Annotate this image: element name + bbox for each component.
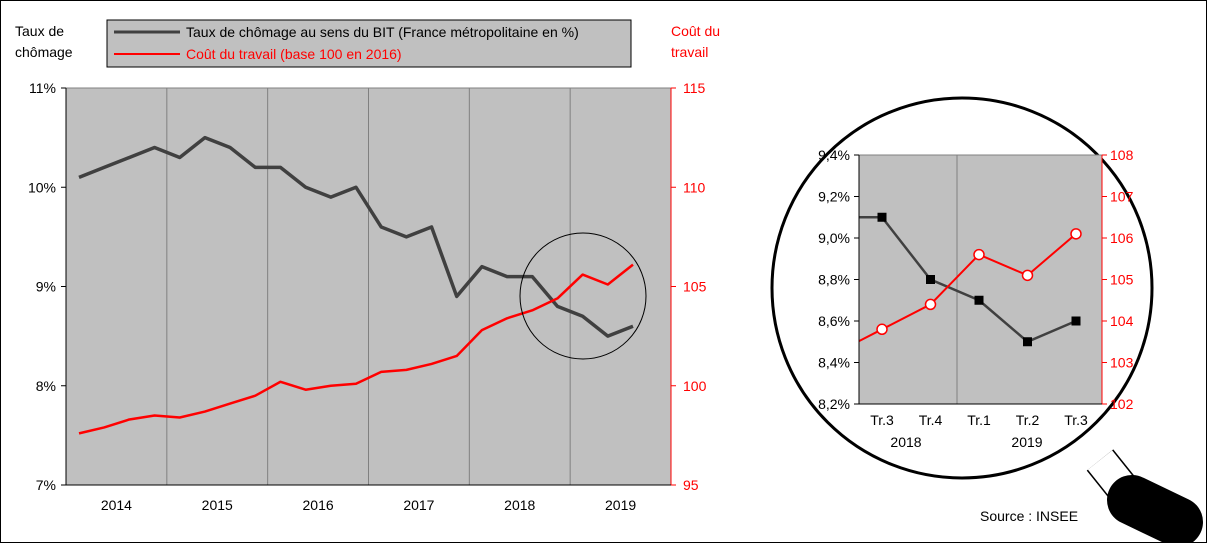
zoom-left-tick-label: 8,8% <box>818 272 850 288</box>
right-axis-title-line1: Coût du <box>671 23 720 39</box>
main-left-tick-label: 9% <box>36 279 56 295</box>
main-x-tick-label: 2014 <box>101 497 132 513</box>
zoom-labor-cost-point <box>973 248 985 261</box>
main-x-tick-label: 2018 <box>504 497 535 513</box>
main-right-tick-label: 100 <box>683 378 707 394</box>
main-series-group <box>78 135 634 435</box>
zoom-left-axis: 8,2% 8,4% 8,6% 8,8% 9,0% 9,2% 9,4% <box>818 147 860 412</box>
main-chart: 7% 8% 9% 10% 11% 95 100 105 110 115 2014 2015 2016… <box>28 80 707 513</box>
zoom-plot-area <box>858 154 1103 405</box>
zoom-year-label-2019: 2019 <box>1011 434 1042 450</box>
zoom-x-tick-label: Tr.2 <box>1016 412 1040 428</box>
zoom-left-tick-label: 9,2% <box>818 189 850 205</box>
main-left-tick-label: 7% <box>36 477 56 493</box>
zoom-x-tick-label: Tr.1 <box>967 412 991 428</box>
main-x-tick-label: 2016 <box>303 497 334 513</box>
main-right-tick-label: 115 <box>683 80 706 96</box>
zoom-x-tick-label: Tr.3 <box>870 412 894 428</box>
zoom-left-tick-label: 9,4% <box>818 147 850 163</box>
main-series-labor-cost <box>78 263 634 435</box>
main-x-axis: 2014 2015 2016 2017 2018 2019 <box>66 484 671 513</box>
zoom-right-tick-label: 107 <box>1110 189 1134 205</box>
left-axis-title-line1: Taux de <box>15 23 64 39</box>
magnifier-handle-grip <box>1107 475 1203 543</box>
zoom-right-tick-label: 108 <box>1110 147 1134 163</box>
main-right-tick-label: 110 <box>683 179 706 195</box>
main-left-tick-label: 10% <box>28 179 56 195</box>
zoom-left-tick-label: 8,2% <box>818 396 850 412</box>
zoom-labor-cost-point <box>924 298 937 311</box>
source-note: Source : INSEE <box>980 508 1078 524</box>
main-x-tick-label: 2019 <box>605 497 636 513</box>
zoom-left-tick-label: 8,4% <box>818 355 850 371</box>
main-left-tick-label: 8% <box>36 378 56 394</box>
zoom-x-tick-label: Tr.4 <box>919 412 943 428</box>
main-right-axis: 95 100 105 110 115 <box>670 80 707 493</box>
zoom-labor-cost-point <box>1021 269 1034 282</box>
zoom-highlight-circle <box>519 232 647 360</box>
main-x-tick-label: 2017 <box>403 497 434 513</box>
zoom-unemployment-point <box>1023 337 1032 347</box>
zoom-series-group <box>858 212 1082 347</box>
zoom-labor-cost-point <box>1070 228 1082 240</box>
main-left-tick-label: 11% <box>29 80 56 96</box>
main-series-unemployment <box>78 135 634 338</box>
zoom-unemployment-point <box>926 275 935 284</box>
zoom-right-tick-label: 106 <box>1110 230 1134 246</box>
zoom-unemployment-point <box>877 212 887 222</box>
zoom-right-tick-label: 105 <box>1110 272 1134 288</box>
zoom-right-tick-label: 104 <box>1110 313 1134 329</box>
zoom-chart: 8,2%8,4%8,6%8,8%9,0%9,2%9,4% 10210310410… <box>818 147 1133 450</box>
zoom-left-tick-label: 8,6% <box>818 313 850 329</box>
zoom-left-tick-label: 9,0% <box>818 230 850 246</box>
zoom-year-label-2018: 2018 <box>890 434 921 450</box>
zoom-right-axis: 102 103 104 105 106 107 108 <box>1101 147 1134 412</box>
zoom-unemployment-point <box>974 295 984 305</box>
legend-box <box>106 19 632 68</box>
zoom-x-axis: Tr.3 Tr.4 Tr.1 Tr.2 Tr.3 <box>859 403 1102 428</box>
zoom-unemployment-point <box>1071 316 1081 326</box>
main-right-tick-label: 95 <box>683 477 699 493</box>
legend: Taux de chômage au sens du BIT (France m… <box>106 19 632 68</box>
zoom-x-tick-label: Tr.3 <box>1064 412 1088 428</box>
main-x-tick-label: 2015 <box>202 497 233 513</box>
legend-label-labor-cost: Coût du travail (base 100 en 2016) <box>186 46 402 62</box>
zoom-right-tick-label: 103 <box>1110 355 1134 371</box>
left-axis-title-line2: chômage <box>15 44 73 60</box>
right-axis-title-line2: travail <box>671 44 708 60</box>
main-left-axis: 7% 8% 9% 10% 11% <box>28 80 67 493</box>
zoom-right-tick-label: 102 <box>1110 396 1134 412</box>
zoom-labor-cost-point <box>876 323 888 336</box>
main-right-tick-label: 105 <box>683 279 707 295</box>
legend-label-unemployment: Taux de chômage au sens du BIT (France m… <box>186 24 579 40</box>
